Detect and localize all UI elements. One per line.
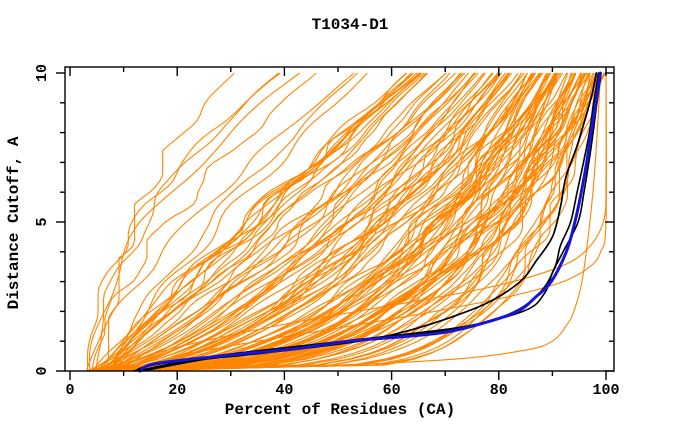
orange-model-curve <box>94 72 428 372</box>
orange-model-curve <box>106 72 536 372</box>
orange-model-curve <box>87 72 576 372</box>
orange-model-curve <box>106 72 235 372</box>
curves-layer <box>86 71 607 373</box>
orange-model-curve <box>99 72 535 372</box>
orange-model-curve <box>108 72 519 372</box>
orange-model-curve <box>99 72 575 372</box>
highlight-curve-orange-late-riser-1 <box>123 72 607 372</box>
x-tick-label: 40 <box>275 382 293 399</box>
orange-model-curve <box>89 72 301 371</box>
orange-model-curve <box>92 72 421 372</box>
orange-model-curve <box>97 72 466 372</box>
orange-model-curve <box>95 72 493 372</box>
orange-model-curve <box>109 72 523 372</box>
orange-model-curve <box>87 72 556 372</box>
orange-model-curve <box>90 72 552 372</box>
y-tick-label: 0 <box>34 366 51 375</box>
orange-model-curve <box>110 72 359 372</box>
orange-model-curve <box>106 72 425 372</box>
orange-model-curve <box>98 72 461 372</box>
orange-model-curve <box>97 72 528 372</box>
orange-model-curve <box>103 72 559 372</box>
orange-model-curve <box>99 72 559 372</box>
orange-model-curve <box>93 72 577 372</box>
orange-model-curve <box>86 72 355 372</box>
orange-model-curve <box>101 72 503 372</box>
orange-model-curve <box>102 72 476 372</box>
orange-model-curve <box>92 72 540 372</box>
orange-model-curve <box>87 72 281 371</box>
orange-model-curve <box>88 72 464 372</box>
orange-model-curve <box>101 72 477 372</box>
orange-model-curve <box>88 72 573 372</box>
orange-model-curve <box>107 72 605 372</box>
orange-model-curve <box>87 72 598 372</box>
y-tick-label: 5 <box>34 217 51 226</box>
y-axis-label: Distance Cutoff, A <box>5 136 23 309</box>
orange-model-curve <box>86 72 475 372</box>
orange-model-curve <box>105 72 568 372</box>
orange-model-curve <box>105 72 499 372</box>
orange-model-curve <box>91 72 548 372</box>
orange-model-curve <box>87 72 585 372</box>
x-tick-label: 80 <box>490 382 508 399</box>
orange-model-curve <box>100 72 407 372</box>
orange-model-curve <box>111 72 469 372</box>
x-axis-label: Percent of Residues (CA) <box>225 401 455 419</box>
highlight-curve-orange-bottom-hugger <box>149 72 602 372</box>
orange-model-curve <box>104 72 412 372</box>
orange-model-curve <box>112 72 606 372</box>
orange-model-curve <box>109 72 408 372</box>
orange-model-curve <box>93 72 522 372</box>
orange-model-curve <box>88 72 502 372</box>
orange-model-curve <box>110 72 451 372</box>
orange-model-curve <box>104 72 528 372</box>
axes-frame-layer: 0 20 40 60 80 100 0 5 10 <box>34 64 620 399</box>
orange-model-curve <box>91 72 485 372</box>
orange-model-curve <box>107 72 447 372</box>
orange-model-curve <box>110 72 513 372</box>
orange-model-curve <box>88 72 447 372</box>
x-tick-label: 60 <box>383 382 401 399</box>
x-tick-label: 100 <box>592 382 619 399</box>
x-tick-label: 0 <box>65 382 74 399</box>
orange-model-curve <box>108 72 494 372</box>
orange-model-curve <box>86 72 589 372</box>
orange-model-curve <box>95 72 279 372</box>
plot-frame <box>64 66 615 372</box>
orange-model-curve <box>91 72 317 372</box>
orange-model-curve <box>110 72 506 372</box>
orange-model-curve <box>89 72 573 372</box>
highlight-curve-best-model-blue <box>138 71 602 373</box>
orange-model-curve <box>93 72 599 372</box>
orange-model-curve <box>103 72 418 372</box>
x-tick-label: 20 <box>168 382 186 399</box>
y-tick-label: 10 <box>34 64 51 82</box>
highlight-curve-orange-late-riser-2 <box>112 72 607 372</box>
chart-title: T1034-D1 <box>312 16 389 34</box>
orange-model-curve <box>108 72 368 372</box>
orange-model-curve <box>93 72 456 372</box>
orange-model-curve <box>108 72 536 372</box>
orange-model-curve <box>95 72 548 372</box>
orange-model-curve <box>87 72 562 372</box>
orange-model-curve <box>92 72 525 372</box>
